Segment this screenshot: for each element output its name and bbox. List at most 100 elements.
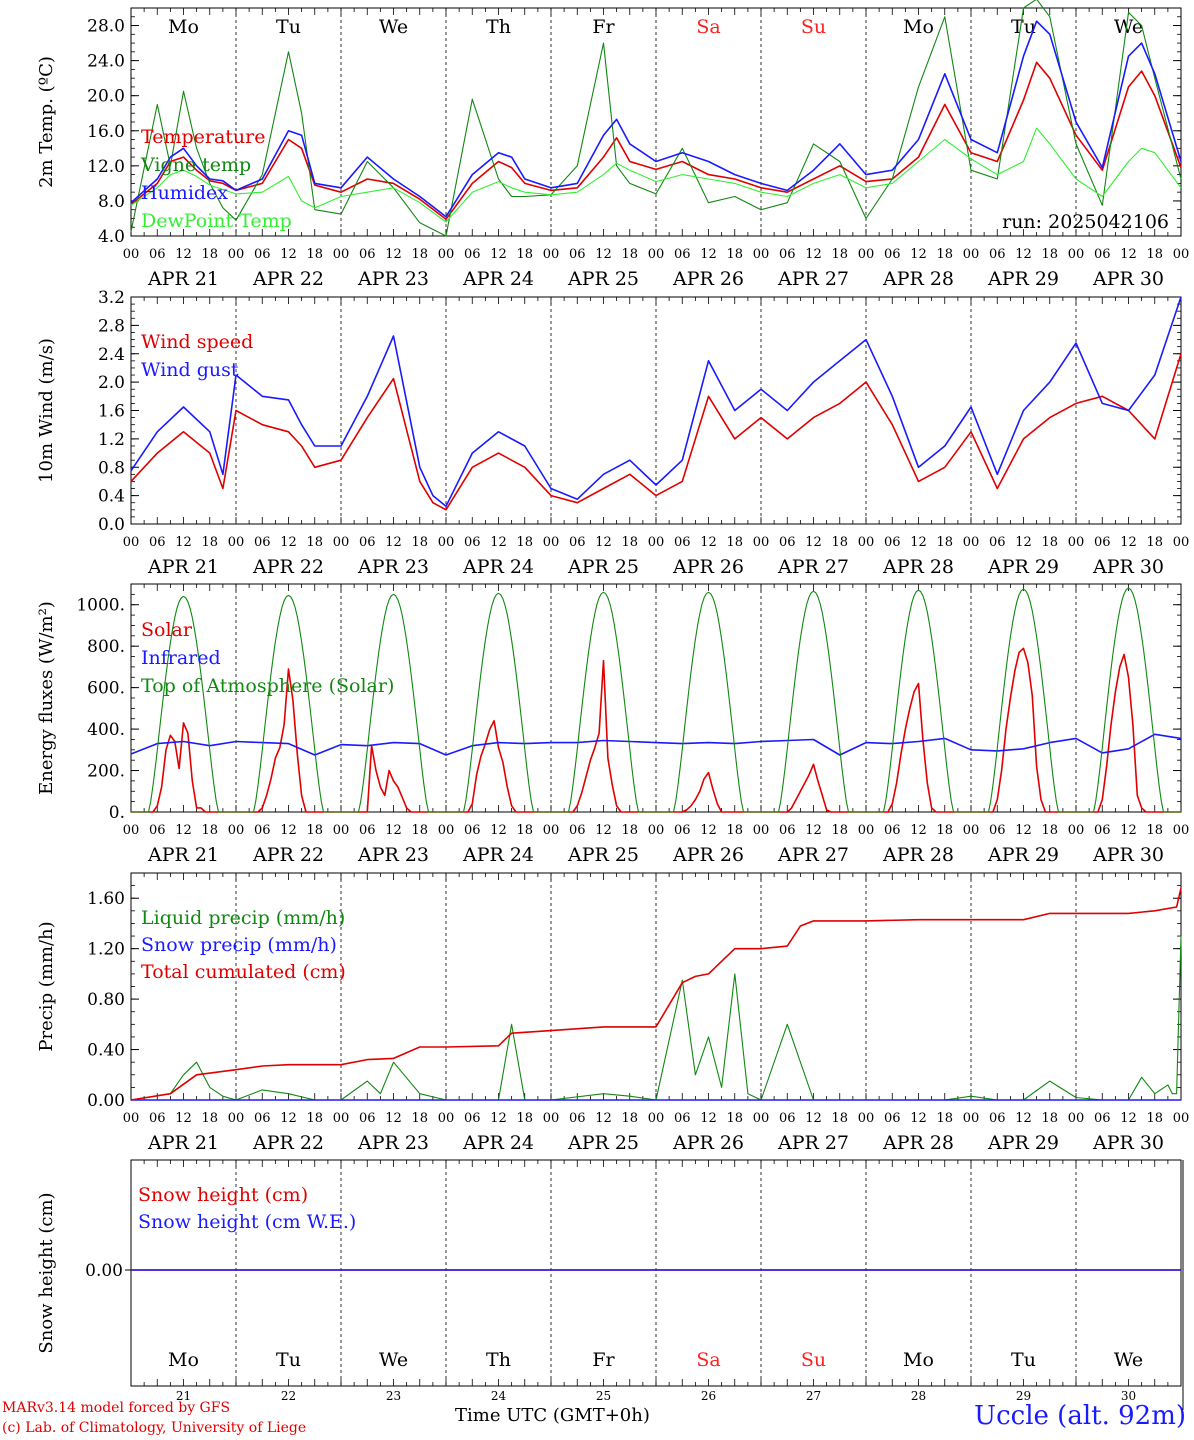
flux-x-hour-label: 12 <box>700 823 717 838</box>
temp-day-name: We <box>379 16 408 38</box>
wind-x-date-label: APR 28 <box>882 556 954 578</box>
flux-x-hour-label: 18 <box>1146 823 1163 838</box>
wind-x-hour-label: 00 <box>333 535 350 550</box>
precip-x-hour-label: 00 <box>1173 1111 1190 1126</box>
snow-day-number: 24 <box>491 1389 507 1403</box>
flux-x-date-label: APR 30 <box>1092 844 1164 866</box>
temp-x-hour-label: 18 <box>936 247 953 262</box>
flux-x-hour-label: 06 <box>1094 823 1111 838</box>
wind-x-hour-label: 12 <box>910 535 927 550</box>
temp-x-hour-label: 18 <box>831 247 848 262</box>
precip-x-hour-label: 18 <box>411 1111 428 1126</box>
run-annotation: run: 2025042106 <box>1002 211 1169 233</box>
temp-y-tick-label: 8.0 <box>98 192 125 212</box>
precip-x-date-label: APR 25 <box>567 1132 639 1154</box>
flux-legend-entry: Infrared <box>141 647 221 669</box>
flux-x-hour-label: 06 <box>674 823 691 838</box>
temp-y-tick-label: 4.0 <box>98 227 125 247</box>
precip-x-hour-label: 12 <box>805 1111 822 1126</box>
temp-x-hour-label: 12 <box>385 247 402 262</box>
wind-x-date-label: APR 27 <box>777 556 849 578</box>
precip-x-hour-label: 18 <box>726 1111 743 1126</box>
wind-x-hour-label: 00 <box>648 535 665 550</box>
flux-x-hour-label: 00 <box>1068 823 1085 838</box>
temp-x-hour-label: 00 <box>123 247 140 262</box>
snow-legend-entry: Snow height (cm) <box>138 1184 308 1206</box>
wind-y-tick-label: 1.2 <box>98 430 125 450</box>
wind-y-tick-label: 2.8 <box>98 316 125 336</box>
wind-x-date-label: APR 22 <box>252 556 324 578</box>
precip-x-hour-label: 00 <box>753 1111 770 1126</box>
precip-x-date-label: APR 29 <box>987 1132 1059 1154</box>
wind-y-tick-label: 0.0 <box>98 515 125 535</box>
flux-x-hour-label: 18 <box>1041 823 1058 838</box>
flux-x-hour-label: 18 <box>831 823 848 838</box>
wind-legend-entry: Wind speed <box>141 331 253 353</box>
flux-y-tick-label: 400. <box>87 720 125 740</box>
precip-y-tick-label: 1.60 <box>87 889 125 909</box>
precip-x-hour-label: 12 <box>1015 1111 1032 1126</box>
temp-x-hour-label: 06 <box>674 247 691 262</box>
precip-x-hour-label: 18 <box>1041 1111 1058 1126</box>
temp-day-name: Mo <box>168 16 199 38</box>
wind-x-hour-label: 00 <box>1068 535 1085 550</box>
wind-x-hour-label: 12 <box>1015 535 1032 550</box>
flux-x-hour-label: 18 <box>726 823 743 838</box>
precip-x-hour-label: 00 <box>858 1111 875 1126</box>
snow-day-name: We <box>379 1349 408 1371</box>
wind-x-hour-label: 00 <box>1173 535 1190 550</box>
precip-x-date-label: APR 30 <box>1092 1132 1164 1154</box>
flux-x-hour-label: 06 <box>149 823 166 838</box>
wind-x-date-label: APR 29 <box>987 556 1059 578</box>
wind-x-hour-label: 06 <box>464 535 481 550</box>
flux-x-hour-label: 12 <box>385 823 402 838</box>
precip-y-tick-label: 1.20 <box>87 940 125 960</box>
temp-x-hour-label: 00 <box>228 247 245 262</box>
flux-x-date-label: APR 29 <box>987 844 1059 866</box>
wind-x-hour-label: 06 <box>779 535 796 550</box>
wind-legend-entry: Wind gust <box>141 359 239 381</box>
flux-x-hour-label: 06 <box>884 823 901 838</box>
precip-x-hour-label: 00 <box>123 1111 140 1126</box>
temp-x-hour-label: 06 <box>569 247 586 262</box>
wind-x-hour-label: 18 <box>1146 535 1163 550</box>
snow-day-number: 27 <box>806 1389 821 1403</box>
precip-x-hour-label: 18 <box>306 1111 323 1126</box>
precip-x-hour-label: 12 <box>595 1111 612 1126</box>
precip-x-hour-label: 06 <box>779 1111 796 1126</box>
temp-day-name: Tu <box>276 16 301 38</box>
temp-x-hour-label: 18 <box>306 247 323 262</box>
precip-y-axis-label: Precip (mm/h) <box>36 921 57 1051</box>
flux-x-hour-label: 00 <box>333 823 350 838</box>
snow-day-name: Tu <box>276 1349 301 1371</box>
flux-x-hour-label: 18 <box>516 823 533 838</box>
wind-x-date-label: APR 26 <box>672 556 744 578</box>
temp-series-temperature <box>130 61 1182 221</box>
temp-series-dewpoint-temp <box>130 127 1182 223</box>
temp-y-tick-label: 16.0 <box>87 122 125 142</box>
time-axis-label: Time UTC (GMT+0h) <box>455 1405 650 1426</box>
temp-series-humidex <box>130 20 1182 218</box>
wind-x-hour-label: 12 <box>280 535 297 550</box>
temp-x-hour-label: 18 <box>1041 247 1058 262</box>
precip-series-total-cumulated-cm <box>130 887 1182 1101</box>
snow-day-name: Mo <box>903 1349 934 1371</box>
wind-x-hour-label: 06 <box>989 535 1006 550</box>
precip-x-hour-label: 12 <box>385 1111 402 1126</box>
flux-legend-entry: Top of Atmosphere (Solar) <box>141 675 394 697</box>
wind-x-hour-label: 12 <box>1120 535 1137 550</box>
precip-x-hour-label: 06 <box>149 1111 166 1126</box>
flux-legend-entry: Solar <box>141 619 193 641</box>
temp-day-name: We <box>1114 16 1143 38</box>
flux-x-hour-label: 12 <box>910 823 927 838</box>
precip-x-hour-label: 00 <box>438 1111 455 1126</box>
wind-y-tick-label: 0.8 <box>98 458 125 478</box>
flux-x-hour-label: 12 <box>175 823 192 838</box>
snow-day-name: Tu <box>1011 1349 1036 1371</box>
temp-x-hour-label: 00 <box>753 247 770 262</box>
flux-x-hour-label: 00 <box>123 823 140 838</box>
temp-x-hour-label: 06 <box>254 247 271 262</box>
snow-day-name: Fr <box>592 1349 615 1371</box>
wind-x-hour-label: 18 <box>621 535 638 550</box>
snow-day-number: 26 <box>701 1389 716 1403</box>
